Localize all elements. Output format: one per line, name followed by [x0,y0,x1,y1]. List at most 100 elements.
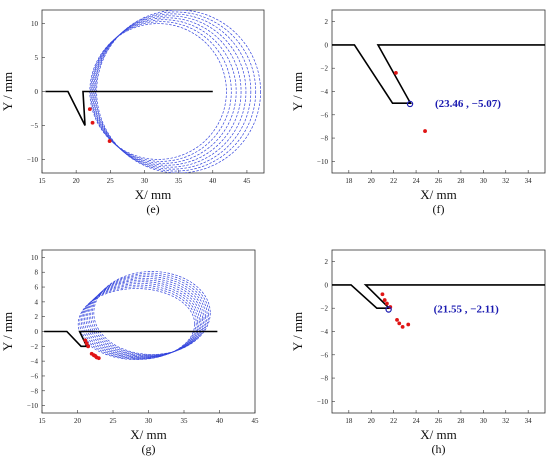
y-tick-label: −6 [321,351,329,359]
y-tick-label: −10 [317,158,328,166]
x-tick-label: 40 [209,177,217,185]
envelope-curve [85,279,203,358]
plot-area [45,10,261,173]
y-axis-label: Y / mm [290,72,305,111]
y-axis-label: Y / mm [0,312,15,351]
data-point [400,324,405,329]
x-tick-label: 24 [413,177,421,185]
x-tick-label: 26 [435,417,443,425]
x-tick-label: 22 [390,177,398,185]
y-tick-label: −10 [317,398,328,406]
data-point [380,292,385,297]
panel-label: (e) [146,202,159,216]
coordinate-label: (21.55 , −2.11) [434,303,500,315]
profile-line [332,284,545,310]
y-tick-label: −6 [321,111,329,119]
x-tick-label: 30 [145,417,153,425]
y-tick-label: −10 [27,156,38,164]
y-tick-label: −4 [321,328,329,336]
plot-area [332,284,545,329]
y-tick-label: 0 [35,328,39,336]
data-point [84,341,89,346]
data-point [394,70,398,75]
data-point [406,322,411,327]
y-tick-label: 10 [31,254,39,262]
plot-area [44,271,218,361]
x-axis-label: X/ mm [420,187,456,202]
envelope-curve [82,283,200,359]
data-point [96,356,101,361]
x-tick-label: 32 [502,417,510,425]
data-point [83,338,88,343]
x-tick-label: 30 [480,417,488,425]
y-tick-label: −5 [31,122,39,130]
envelope-curve [87,277,205,357]
envelope-curve [80,284,199,359]
envelope-curve [90,274,208,356]
x-tick-label: 15 [39,417,47,425]
y-tick-label: 8 [35,269,39,277]
x-tick-label: 30 [141,177,149,185]
y-axis-label: Y / mm [290,312,305,351]
y-tick-label: −4 [321,88,329,96]
plot-frame [331,249,546,414]
x-tick-label: 40 [216,417,224,425]
x-tick-label: 32 [502,177,510,185]
panel-label: (h) [432,442,446,456]
panel-h: 18 20 22 24 26 28 30 32 34 −10 −8 −6 −4 −2 0 2 X/ mm Y / … [290,249,546,456]
panel-e: 15 20 25 30 35 40 45 −10 −5 0 5 10 X/ mm Y / mm (e) [0,9,265,216]
profile-line [45,90,213,126]
y-tick-label: 6 [35,284,39,292]
data-point [397,321,402,326]
profile-line [44,330,218,348]
panel-g: 15 20 25 30 35 40 45 −10 −8 −6 −4 −2 0 2 4 6 8 10 X/ mm Y /… [0,249,260,456]
y-tick-label: −8 [31,387,39,395]
data-point [86,344,91,349]
y-tick-label: −2 [31,343,39,351]
marked-point [406,100,414,108]
panel-f: 18 20 22 24 26 28 30 32 34 −10 −8 −6 −4 −2 0 2 X/ mm Y / … [290,9,546,216]
x-axis-label: X/ mm [420,427,456,442]
x-tick-label: 30 [480,177,488,185]
plot-area [332,44,545,133]
plot-frame [331,9,546,174]
x-tick-label: 25 [107,177,115,185]
x-tick-label: 24 [413,417,421,425]
coordinate-label: (23.46 , −5.07) [435,98,501,110]
x-tick-label: 20 [74,417,82,425]
profile-line [332,44,545,104]
x-tick-label: 18 [345,417,353,425]
y-tick-label: 2 [325,18,329,26]
x-tick-label: 22 [390,417,398,425]
envelope-curve [88,276,206,357]
envelope-curve [90,21,232,162]
x-tick-label: 45 [252,417,260,425]
marked-point [385,306,392,313]
x-tick-label: 35 [181,417,189,425]
x-tick-label: 26 [435,177,443,185]
data-point [382,298,387,302]
y-tick-label: 4 [35,298,39,306]
data-point [93,354,98,358]
y-tick-label: 2 [35,313,39,321]
envelope-curve [79,286,197,360]
x-tick-label: 25 [110,417,118,425]
y-tick-label: 0 [35,88,39,96]
y-tick-label: 2 [325,258,329,266]
x-tick-label: 35 [175,177,183,185]
envelope-curve [92,17,242,166]
y-tick-label: 10 [31,20,39,28]
data-point [385,301,389,306]
x-tick-label: 45 [243,177,251,185]
x-tick-label: 20 [368,177,376,185]
data-point [395,317,399,322]
y-tick-label: −8 [321,375,329,383]
y-tick-label: −2 [321,305,329,313]
x-tick-label: 28 [457,417,465,425]
y-tick-label: −10 [27,402,38,410]
data-point [107,139,112,143]
x-tick-label: 18 [345,177,353,185]
data-point [90,120,95,125]
data-point [87,107,92,112]
